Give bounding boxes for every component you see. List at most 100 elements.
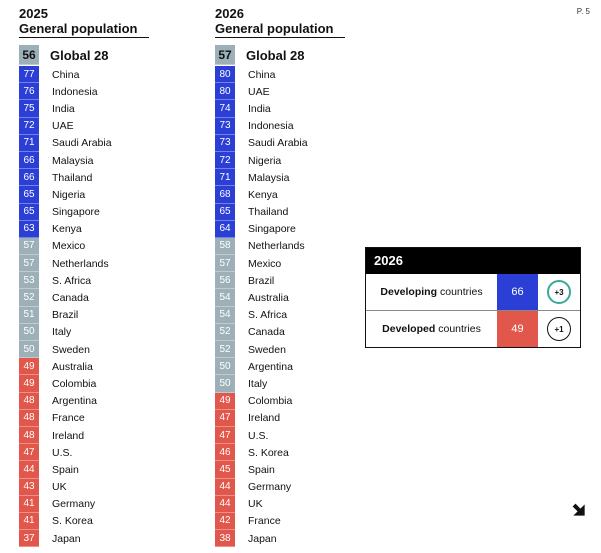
country-score: 71 xyxy=(19,134,39,152)
country-score: 52 xyxy=(215,341,235,359)
country-name: Indonesia xyxy=(52,85,98,98)
country-score: 37 xyxy=(19,530,39,548)
country-row: 77 China xyxy=(19,66,219,84)
country-score: 54 xyxy=(215,306,235,324)
country-row: 48 France xyxy=(19,409,219,427)
country-score: 48 xyxy=(19,409,39,427)
country-name: Australia xyxy=(52,360,93,373)
country-name: Colombia xyxy=(52,377,97,390)
country-row: 57 Mexico xyxy=(215,255,415,273)
column-2025-header: 2025 General population xyxy=(19,6,149,38)
country-score: 56 xyxy=(215,272,235,290)
country-name: U.S. xyxy=(248,429,269,442)
country-name: S. Korea xyxy=(248,446,289,459)
country-score: 49 xyxy=(215,392,235,410)
country-name: Thailand xyxy=(52,171,93,184)
country-name: Mexico xyxy=(248,257,282,270)
country-row: 63 Kenya xyxy=(19,220,219,238)
country-name: Indonesia xyxy=(248,120,294,133)
country-name: Netherlands xyxy=(248,240,305,253)
country-score: 63 xyxy=(19,220,39,238)
developed-change-badge: +1 xyxy=(547,317,571,341)
country-score: 75 xyxy=(19,100,39,118)
country-name: Spain xyxy=(52,463,79,476)
developed-label-rest: countries xyxy=(438,323,481,335)
country-score: 73 xyxy=(215,117,235,135)
country-name: Kenya xyxy=(52,223,82,236)
country-name: UK xyxy=(52,481,67,494)
country-name: Singapore xyxy=(248,223,296,236)
country-row: 66 Malaysia xyxy=(19,151,219,170)
country-name: S. Africa xyxy=(52,274,92,287)
country-score: 49 xyxy=(19,358,39,376)
country-name: Brazil xyxy=(52,309,79,322)
country-score: 43 xyxy=(19,478,39,496)
header-rule xyxy=(215,37,345,38)
country-score: 42 xyxy=(215,512,235,531)
country-score: 72 xyxy=(215,151,235,170)
country-score: 65 xyxy=(215,203,235,221)
column-2026-year: 2026 xyxy=(215,6,244,21)
developed-score: 49 xyxy=(497,311,538,347)
country-score: 48 xyxy=(19,426,39,445)
country-score: 50 xyxy=(215,358,235,376)
column-2026-header: 2026 General population xyxy=(215,6,345,38)
country-name: UAE xyxy=(52,120,74,133)
country-name: Colombia xyxy=(248,395,293,408)
country-name: Canada xyxy=(52,292,89,305)
developed-label-bold: Developed xyxy=(382,323,436,335)
column-2025-year: 2025 xyxy=(19,6,48,21)
country-score: 53 xyxy=(19,272,39,290)
global-score: 56 xyxy=(19,45,39,65)
page-number: P. 5 xyxy=(576,7,590,16)
country-score: 48 xyxy=(19,392,39,410)
country-score: 44 xyxy=(215,478,235,496)
country-name: China xyxy=(52,68,80,81)
country-score: 50 xyxy=(215,375,235,393)
country-score: 66 xyxy=(19,151,39,170)
global-label: Global 28 xyxy=(246,47,305,63)
country-score: 77 xyxy=(19,66,39,84)
country-name: S. Africa xyxy=(248,309,288,322)
developing-label: Developing countries xyxy=(366,274,497,310)
country-name: China xyxy=(248,68,276,81)
country-name: Malaysia xyxy=(248,171,290,184)
country-score: 65 xyxy=(19,186,39,204)
country-name: Brazil xyxy=(248,274,275,287)
country-row: 48 Argentina xyxy=(19,392,219,410)
country-row: 50 Italy xyxy=(215,375,415,393)
country-name: UAE xyxy=(248,85,270,98)
arrow-icon[interactable] xyxy=(569,499,589,519)
summary-card-2026: 2026 Developing countries 66 +3 Develope… xyxy=(365,247,581,348)
country-row: 41 Germany xyxy=(19,495,219,513)
country-name: Australia xyxy=(248,292,289,305)
country-name: Spain xyxy=(248,463,275,476)
country-name: S. Korea xyxy=(52,515,93,528)
developed-row: Developed countries 49 +1 xyxy=(366,310,580,347)
country-name: Singapore xyxy=(52,206,100,219)
country-row: 47 U.S. xyxy=(215,426,415,445)
country-name: Germany xyxy=(52,498,96,511)
country-name: India xyxy=(248,102,271,115)
country-name: Italy xyxy=(248,377,268,390)
developing-label-rest: countries xyxy=(439,286,483,298)
country-row: 72 UAE xyxy=(19,117,219,135)
country-row: 52 Canada xyxy=(19,289,219,307)
ranking-list-2026: 57 Global 28 80 China 80 UAE 74 India 73 Indone… xyxy=(215,45,415,548)
country-name: India xyxy=(52,102,75,115)
country-row: 43 UK xyxy=(19,478,219,496)
country-score: 45 xyxy=(215,461,235,479)
developing-label-bold: Developing xyxy=(380,286,437,298)
country-score: 76 xyxy=(19,83,39,101)
country-score: 41 xyxy=(19,512,39,531)
country-score: 47 xyxy=(19,444,39,462)
column-2026: 2026 General population 57 Global 28 80 C… xyxy=(215,6,415,548)
country-row: 65 Nigeria xyxy=(19,186,219,204)
country-score: 41 xyxy=(19,495,39,513)
country-name: France xyxy=(52,412,85,425)
country-row: 57 Netherlands xyxy=(19,255,219,273)
country-score: 52 xyxy=(19,289,39,307)
developing-row: Developing countries 66 +3 xyxy=(366,274,580,310)
country-row: 41 S. Korea xyxy=(19,512,219,531)
country-score: 51 xyxy=(19,306,39,324)
